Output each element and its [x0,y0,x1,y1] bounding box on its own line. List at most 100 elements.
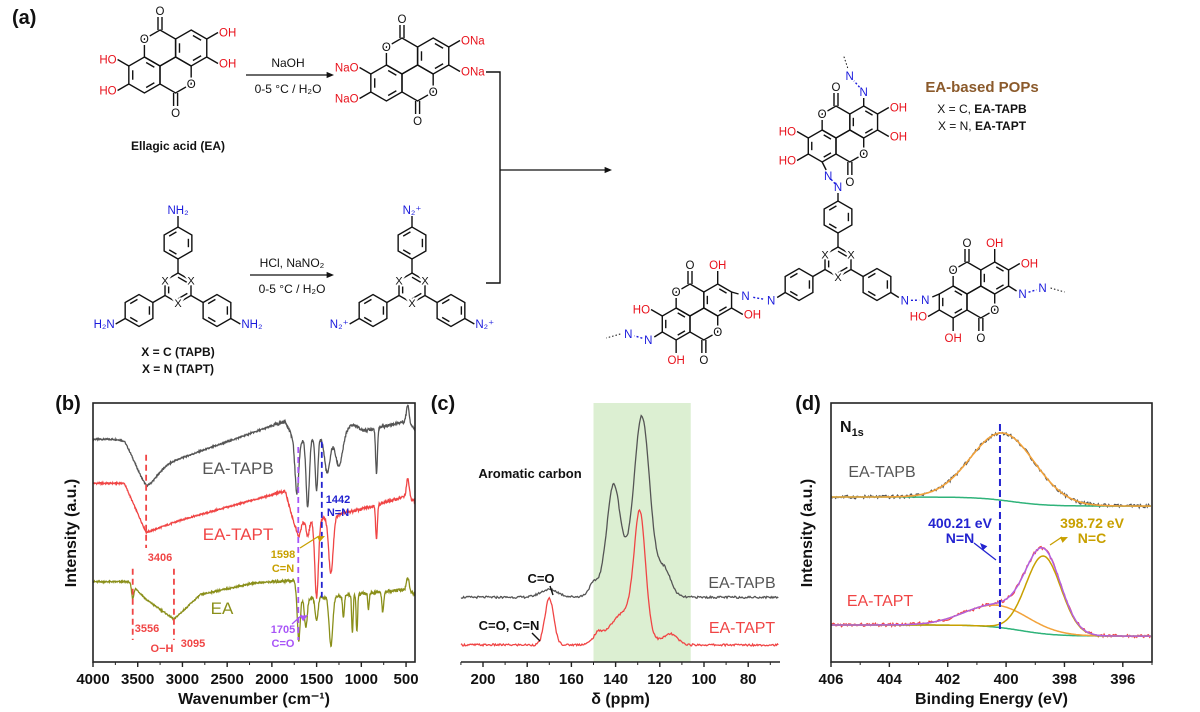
series-line-ea-tapb [460,414,779,600]
double-bond [864,110,873,116]
substituent-bond [117,83,130,92]
double-bond [411,276,422,284]
atom-label-ona: ONa [461,67,485,79]
substituent-bond [650,308,663,317]
atom-label-nao: NaO [335,94,359,106]
title-sub: 1s [852,427,864,439]
y-axis-title: Intensity (a.u.) [799,479,816,587]
atom-label-ho: HO [910,312,927,324]
substituent-bond [796,153,809,162]
chain-continuation [1050,287,1065,293]
atom-label-nh2: NH₂ [167,205,188,217]
atom-label-ho: HO [779,156,796,168]
annotation-c-o-c-n: C=O, C=N [479,618,540,633]
substituent-bond [927,309,940,318]
atom-label-o: O [171,108,180,120]
panel-label-c: (c) [431,393,455,415]
double-bond [441,316,450,323]
atom-label-ona: ONa [461,36,485,48]
chain-continuation [843,55,849,69]
title-main: N [840,419,852,436]
atom-label-ho: HO [99,86,116,98]
azo-nitrogen-label: N [1038,283,1046,295]
substituent-bond [731,307,744,316]
annotation-arrow-1598 [299,535,320,549]
x-tick-label: 160 [559,671,584,688]
azo-nitrogen-label: N [741,291,749,303]
x-tick-label: 404 [877,671,903,688]
plot-frame [92,402,416,663]
double-bond [954,308,963,314]
x-tick-label: 140 [603,671,628,688]
x-tick-label: 3500 [121,671,154,688]
x-tick-label: 1500 [300,671,333,688]
double-bond [441,298,450,305]
substituent-bond [115,317,126,325]
series-label-ea-tapb: EA-TAPB [848,464,915,481]
chart-c-nmr: (c) EA-TAPB EA-TAPT Aromatic carbon C=O C=O, … [431,393,780,708]
x-tick-label: 500 [394,671,419,688]
azo-nitrogen-label: N [824,171,832,183]
annotation-aromatic-carbon: Aromatic carbon [478,466,581,481]
x-atom-label: X [187,276,195,288]
peak-annotation: N=N [327,507,349,519]
annotation-398-72: 398.72 eV [1060,515,1124,531]
atom-label-o: O [699,355,708,367]
ring-bond [143,29,177,67]
atom-label-n2plus: N₂⁺ [330,319,349,331]
azo-bond [1008,285,1017,292]
double-bond [168,231,177,237]
double-bond [145,82,155,89]
double-bond [387,90,397,97]
pop-legend-item: X = C, EA-TAPB [937,102,1027,116]
double-bond [828,223,837,229]
pop-ea-unit-left: O O O O OH OH HO OH [633,260,761,367]
spectrum-title-n1s: N1s [840,419,864,439]
double-bond [387,69,397,76]
ring-bond [128,56,161,94]
atom-label-o: O [976,333,985,345]
atom-label-o: O [156,6,165,18]
ring-bond [703,283,733,317]
annotation-leader [531,632,541,642]
x-tick-label: 120 [647,671,672,688]
double-bond [837,250,848,258]
atom-label-o: O [398,14,407,26]
x-axis-title: Binding Energy (eV) [915,691,1068,708]
reaction-arrow-1-head [326,71,334,79]
atom-label-o: O [963,238,972,250]
pop-title: EA-based POPs [925,79,1038,96]
double-bond [677,330,686,336]
azo-nitrogen-label: N [1018,289,1026,301]
series-line-ea [92,577,416,648]
double-bond [995,266,1004,272]
pop-legend-prefix: X = C, [937,102,974,116]
substituent-bond [206,31,219,40]
double-bond [677,312,686,318]
substituent-bond [877,129,890,138]
x-tick-label: 396 [1110,671,1135,688]
pop-core: X XX [784,200,892,302]
azo-bond [890,291,900,299]
atom-label-oh: OH [219,59,236,71]
peak-annotation: 3095 [181,638,205,650]
conditions-2: 0-5 °C / H₂O [259,282,326,296]
ring-oxygen-label: O [672,287,681,299]
substituent-bond [1008,262,1021,271]
ring-bond [385,37,419,75]
double-bond [718,288,727,294]
azo-bond [731,291,739,295]
x-tick-label: 100 [691,671,716,688]
annotation-400-21: 400.21 eV [928,515,992,531]
x-tick-label: 3000 [166,671,199,688]
y-axis-title: Intensity (a.u.) [63,479,80,587]
annotation-arrow-1598-head [317,536,325,542]
x-atom-label: X [395,276,403,288]
x-atom-label: X [421,276,429,288]
atom-label-oh: OH [744,310,761,322]
ring-bond [164,272,192,304]
atom-label-o: O [413,116,422,128]
x-tick-label: 406 [818,671,843,688]
